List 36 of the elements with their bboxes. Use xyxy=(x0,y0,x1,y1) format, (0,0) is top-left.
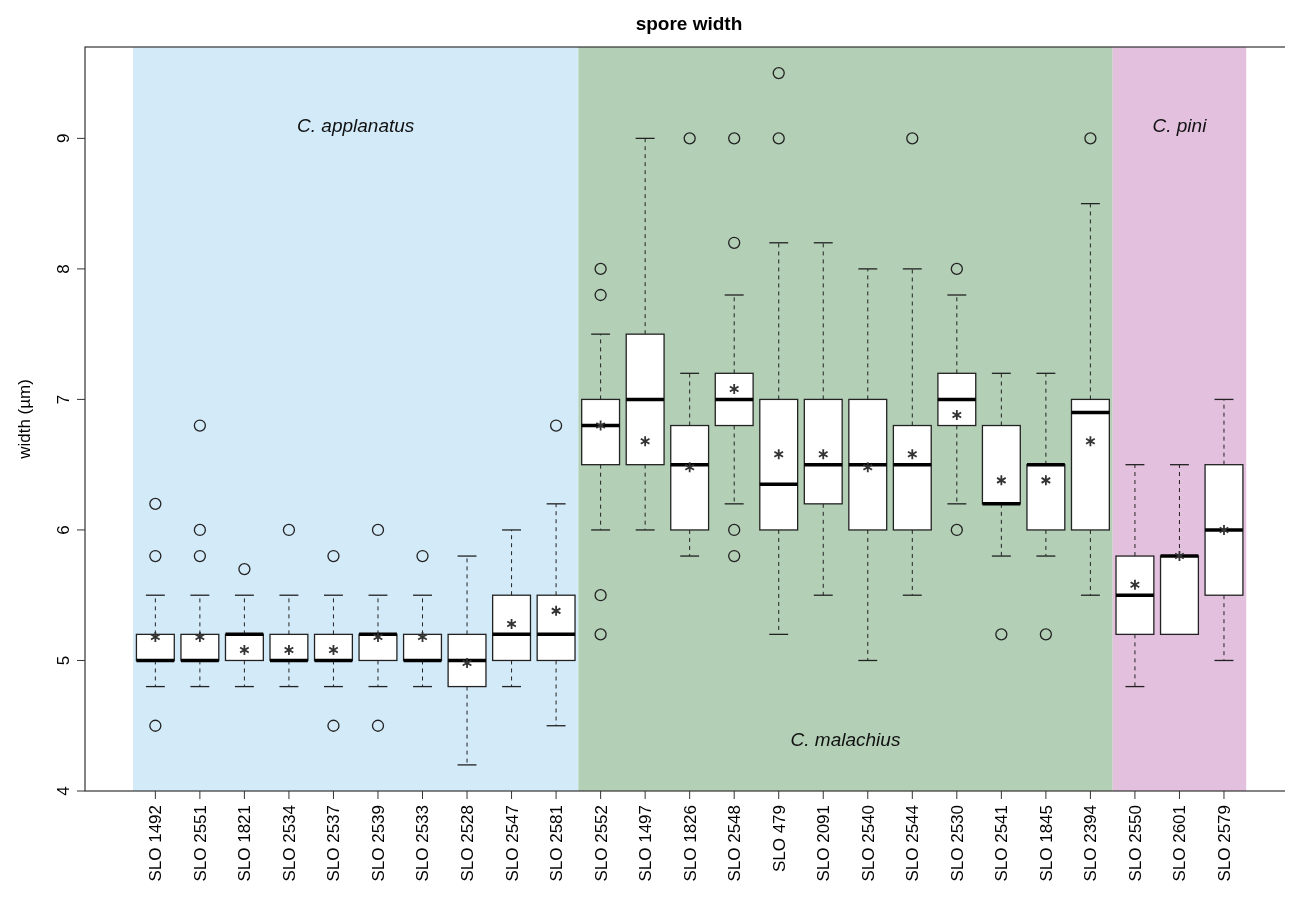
x-tick-label: SLO 1821 xyxy=(235,805,255,882)
x-tick-label: SLO 2537 xyxy=(324,805,344,882)
x-tick-label: SLO 479 xyxy=(769,805,789,873)
x-tick-label: SLO 2530 xyxy=(947,805,967,882)
x-tick-label: SLO 2551 xyxy=(190,805,210,882)
y-axis-title: width (µm) xyxy=(15,379,34,460)
x-tick-label: SLO 1826 xyxy=(680,805,700,882)
x-tick-label: SLO 1492 xyxy=(146,805,166,882)
x-tick-label: SLO 1845 xyxy=(1036,805,1056,882)
y-tick-label: 5 xyxy=(54,655,73,666)
x-tick-label: SLO 2539 xyxy=(368,805,388,882)
band-label: C. pini xyxy=(1152,115,1208,137)
x-tick-label: SLO 2548 xyxy=(725,805,745,882)
x-tick-label: SLO 2601 xyxy=(1170,805,1190,882)
x-tick-label: SLO 2550 xyxy=(1125,805,1145,882)
x-tick-label: SLO 2579 xyxy=(1214,805,1234,882)
y-tick-label: 8 xyxy=(54,264,73,274)
x-tick-label: SLO 2528 xyxy=(457,805,477,882)
x-tick-label: SLO 2533 xyxy=(413,805,433,882)
band-label: C. applanatus xyxy=(297,115,415,137)
band-label: C. malachius xyxy=(790,729,901,750)
y-tick-label: 6 xyxy=(54,525,73,535)
x-tick-label: SLO 2581 xyxy=(547,805,567,882)
y-tick-label: 9 xyxy=(54,133,73,144)
x-tick-label: SLO 2540 xyxy=(858,805,878,882)
chart-title: spore width xyxy=(635,13,743,34)
x-tick-label: SLO 2534 xyxy=(279,805,299,882)
x-tick-label: SLO 2544 xyxy=(903,805,923,882)
y-tick-label: 4 xyxy=(54,786,73,796)
y-tick-label: 7 xyxy=(54,394,73,405)
x-tick-label: SLO 1497 xyxy=(636,805,656,882)
x-tick-label: SLO 2394 xyxy=(1081,805,1101,882)
x-tick-label: SLO 2091 xyxy=(814,805,834,882)
x-tick-label: SLO 2547 xyxy=(502,805,522,882)
x-tick-label: SLO 2541 xyxy=(992,805,1012,882)
x-tick-label: SLO 2552 xyxy=(591,805,611,882)
